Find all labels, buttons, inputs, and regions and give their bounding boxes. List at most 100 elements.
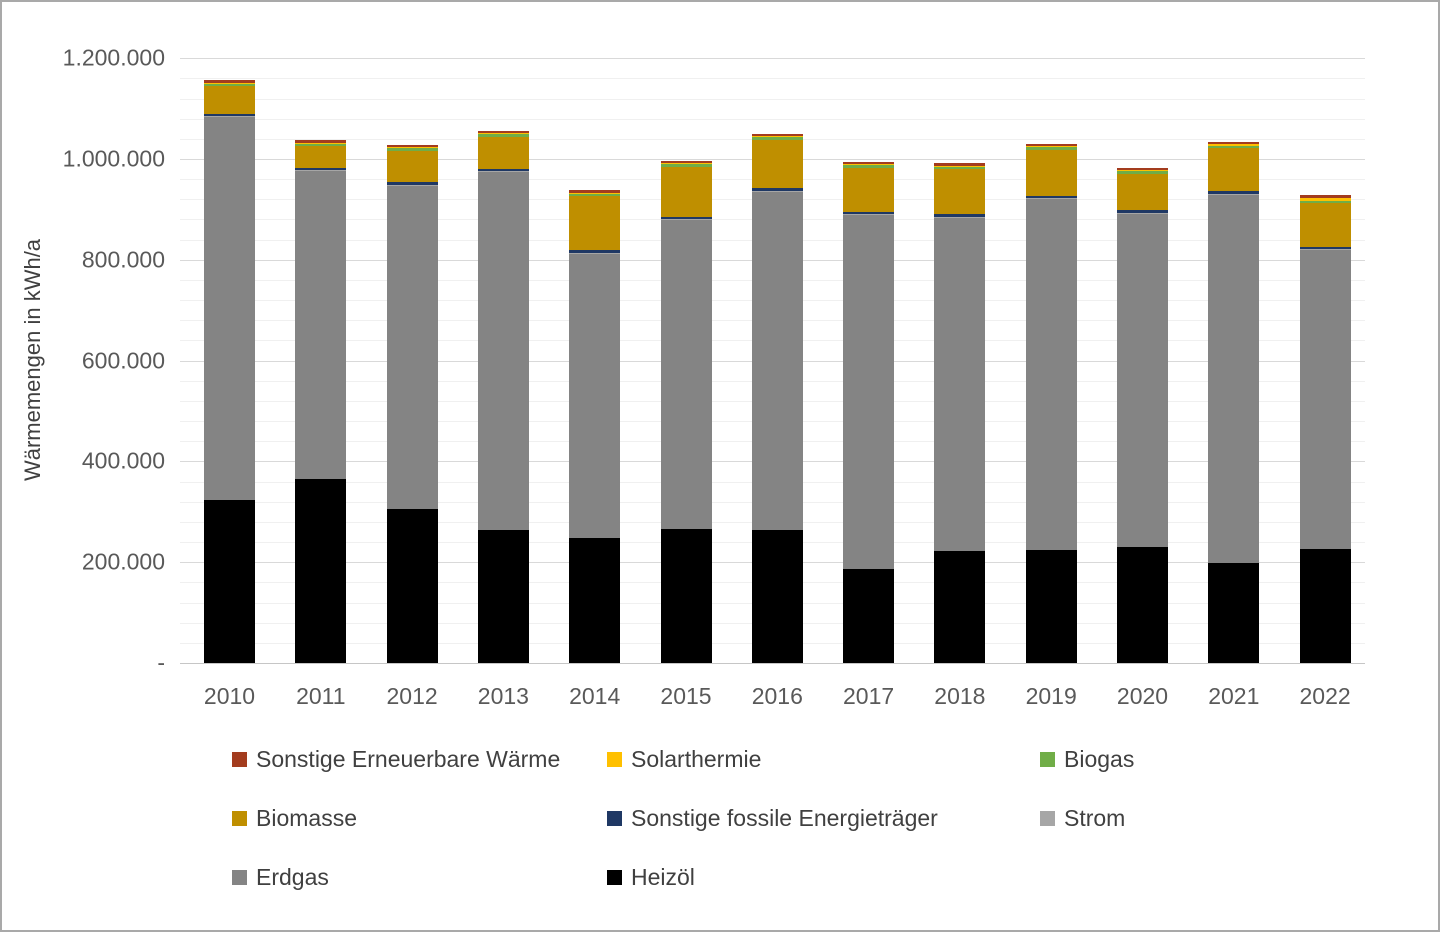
bar-segment	[387, 145, 438, 147]
bar-segment	[752, 140, 803, 188]
bar-segment	[843, 214, 894, 215]
y-tick-label: 1.000.000	[62, 145, 165, 172]
bar-segment	[1026, 196, 1077, 198]
legend-swatch	[607, 752, 622, 767]
bar-segment	[387, 147, 438, 148]
bar-segment	[569, 194, 620, 196]
bar-segment	[1208, 191, 1259, 194]
bar-segment	[1117, 170, 1168, 171]
legend-item: Sonstige fossile Energieträger	[607, 805, 938, 832]
bar-segment	[478, 171, 529, 172]
bar-segment	[569, 250, 620, 253]
x-tick-label: 2013	[477, 683, 529, 709]
gridline-minor	[180, 78, 1365, 79]
bar-segment	[204, 117, 255, 500]
bar-segment	[843, 569, 894, 663]
legend-item: Biogas	[1040, 746, 1134, 773]
x-tick-label: 2017	[843, 683, 895, 709]
x-tick-label: 2010	[203, 683, 256, 709]
bar-segment	[1208, 148, 1259, 191]
bar-segment	[1026, 147, 1077, 150]
x-tick-label: 2020	[1116, 683, 1169, 709]
bar-segment	[204, 83, 255, 84]
bar-segment	[569, 193, 620, 194]
bar-segment	[478, 133, 529, 134]
bar-segment	[569, 538, 620, 663]
bar-segment	[387, 509, 438, 663]
legend-label: Strom	[1064, 805, 1126, 831]
bar-segment	[934, 163, 985, 166]
bar-segment	[1026, 146, 1077, 147]
bar-segment	[1300, 195, 1351, 198]
legend-item: Sonstige Erneuerbare Wärme	[232, 746, 560, 773]
bar-segment	[478, 530, 529, 663]
y-tick-label: 400.000	[81, 447, 165, 474]
bar-segment	[478, 134, 529, 137]
bar-segment	[295, 479, 346, 663]
bar-segment	[1117, 174, 1168, 210]
legend-item: Heizöl	[607, 864, 695, 891]
gridline-minor	[180, 99, 1365, 100]
bar-segment	[934, 214, 985, 217]
gridline-minor	[180, 119, 1365, 120]
bar-segment	[478, 131, 529, 133]
x-tick-label: 2022	[1299, 683, 1351, 709]
x-tick-label: 2012	[386, 683, 438, 709]
bar-segment	[661, 529, 712, 663]
bar-segment	[752, 134, 803, 136]
bar-segment	[1208, 144, 1259, 146]
legend-swatch	[607, 811, 622, 826]
bar-segment	[1300, 549, 1351, 663]
legend-item: Strom	[1040, 805, 1125, 832]
bar-segment	[387, 148, 438, 151]
bar-segment	[569, 190, 620, 193]
bar-segment	[295, 140, 346, 143]
legend-label: Erdgas	[256, 864, 329, 890]
bar-segment	[387, 182, 438, 185]
x-tick-label: 2021	[1208, 683, 1260, 709]
bar-segment	[752, 188, 803, 191]
bar-segment	[295, 171, 346, 479]
bar-segment	[661, 167, 712, 217]
x-tick-label: 2018	[934, 683, 986, 709]
bar-segment	[478, 137, 529, 169]
x-tick-label: 2014	[569, 683, 621, 709]
gridline-major	[180, 58, 1365, 59]
bar-segment	[1026, 144, 1077, 146]
y-tick-label: 800.000	[81, 246, 165, 273]
bar-segment	[934, 551, 985, 663]
bar-segment	[1026, 550, 1077, 663]
legend-item: Solarthermie	[607, 746, 761, 773]
bar-segment	[661, 220, 712, 529]
bar-segment	[478, 172, 529, 530]
bar-segment	[204, 116, 255, 117]
legend-swatch	[1040, 811, 1055, 826]
bar-segment	[843, 212, 894, 214]
bar-segment	[661, 163, 712, 164]
bar-segment	[1208, 142, 1259, 144]
bar-segment	[1300, 247, 1351, 249]
bar-segment	[1117, 213, 1168, 214]
bar-segment	[295, 144, 346, 146]
bar-segment	[387, 151, 438, 182]
bar-segment	[661, 219, 712, 220]
bar-segment	[1300, 249, 1351, 250]
bar-segment	[1117, 214, 1168, 547]
bar-segment	[1026, 198, 1077, 199]
legend-item: Erdgas	[232, 864, 329, 891]
legend-label: Heizöl	[631, 864, 695, 890]
x-tick-label: 2015	[660, 683, 712, 709]
bar-segment	[934, 169, 985, 214]
x-tick-label: 2019	[1025, 683, 1077, 709]
bar-segment	[752, 192, 803, 530]
bar-segment	[1026, 150, 1077, 196]
legend-item: Biomasse	[232, 805, 357, 832]
legend-label: Sonstige Erneuerbare Wärme	[256, 746, 561, 772]
bar-segment	[934, 218, 985, 551]
bar-segment	[843, 168, 894, 212]
bar-segment	[295, 170, 346, 171]
bar-segment	[1208, 146, 1259, 148]
bar-segment	[295, 168, 346, 170]
